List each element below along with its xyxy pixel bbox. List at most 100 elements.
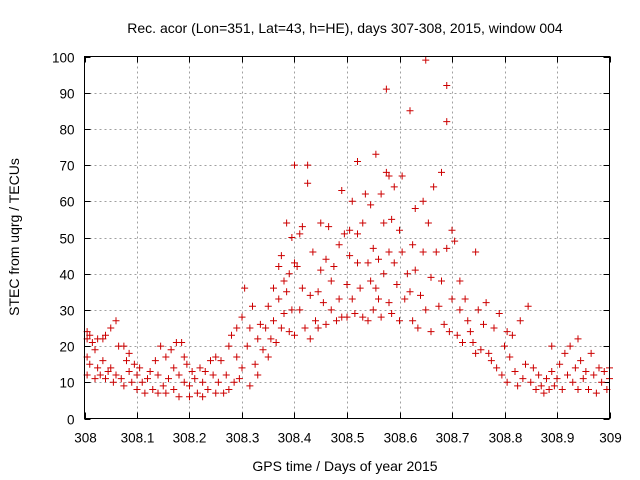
- data-point: [230, 378, 238, 386]
- data-point: [501, 342, 508, 350]
- data-point: [487, 357, 495, 365]
- data-point: [346, 252, 354, 260]
- data-point: [524, 302, 532, 310]
- data-point: [104, 367, 112, 375]
- data-point: [130, 360, 138, 368]
- data-point: [351, 310, 359, 318]
- chart-title: Rec. acor (Lon=351, Lat=43, h=HE), days …: [127, 20, 563, 36]
- data-point: [364, 259, 372, 267]
- data-point: [233, 353, 241, 361]
- data-point: [566, 342, 574, 350]
- data-point: [94, 364, 102, 372]
- data-point: [149, 386, 157, 394]
- data-point: [548, 367, 556, 375]
- data-point: [102, 331, 109, 339]
- data-point: [453, 331, 461, 339]
- data-point: [545, 386, 553, 394]
- data-point: [317, 266, 325, 274]
- data-point: [154, 371, 162, 379]
- data-point: [128, 378, 136, 386]
- x-tick-label: 308.7: [436, 431, 470, 446]
- data-point: [262, 324, 270, 332]
- data-point: [348, 295, 356, 303]
- data-point: [270, 284, 277, 292]
- data-point: [388, 215, 396, 223]
- data-point: [590, 371, 598, 379]
- data-point: [506, 353, 514, 361]
- data-point: [319, 299, 327, 307]
- data-point: [390, 183, 398, 191]
- data-point: [335, 295, 343, 303]
- data-point: [191, 375, 199, 383]
- data-point: [170, 364, 178, 372]
- data-point: [540, 389, 548, 397]
- grid: [84, 56, 610, 419]
- data-point: [309, 248, 317, 256]
- data-point: [293, 262, 301, 270]
- data-point: [267, 335, 275, 343]
- data-point: [600, 367, 608, 375]
- data-point: [556, 360, 564, 368]
- data-point: [175, 393, 183, 401]
- data-point: [91, 375, 99, 383]
- data-point: [327, 277, 335, 285]
- data-point: [312, 317, 319, 325]
- x-tick-label: 308.6: [384, 431, 418, 446]
- data-point: [361, 190, 369, 198]
- x-tick-label: 308: [74, 431, 97, 446]
- data-point: [448, 226, 456, 234]
- data-point: [154, 389, 162, 397]
- data-point: [364, 317, 372, 325]
- data-point: [548, 342, 556, 350]
- data-point: [272, 338, 280, 346]
- data-point: [162, 389, 170, 397]
- data-point: [102, 375, 109, 383]
- data-point: [417, 291, 424, 299]
- data-point: [196, 364, 204, 372]
- data-point: [322, 320, 330, 328]
- data-point: [493, 364, 501, 372]
- data-point: [222, 371, 230, 379]
- data-point: [553, 375, 561, 383]
- data-point: [346, 226, 354, 234]
- data-point: [214, 378, 222, 386]
- data-point: [537, 382, 545, 390]
- data-point: [527, 378, 535, 386]
- data-point: [443, 244, 451, 252]
- data-point: [243, 342, 251, 350]
- data-point: [277, 324, 285, 332]
- data-point: [275, 295, 283, 303]
- data-point: [598, 378, 606, 386]
- data-point: [571, 364, 579, 372]
- data-point: [564, 371, 571, 379]
- x-tick-label: 308.3: [226, 431, 260, 446]
- x-tick-label: 308.5: [331, 431, 365, 446]
- data-point: [306, 291, 314, 299]
- data-point: [141, 389, 149, 397]
- data-point: [511, 367, 519, 375]
- data-point: [212, 389, 220, 397]
- data-point: [209, 371, 217, 379]
- data-point: [356, 284, 364, 292]
- data-point: [112, 371, 120, 379]
- plot-frame: [84, 56, 610, 419]
- data-point: [317, 219, 325, 227]
- data-point: [372, 150, 380, 158]
- data-point: [107, 324, 115, 332]
- data-point: [175, 371, 183, 379]
- data-point: [333, 317, 340, 325]
- data-point: [338, 186, 346, 194]
- data-point: [380, 219, 388, 227]
- data-point: [277, 252, 285, 260]
- data-point: [298, 284, 306, 292]
- data-point: [592, 389, 600, 397]
- data-point: [369, 244, 377, 252]
- data-point: [574, 335, 582, 343]
- data-point: [561, 349, 569, 357]
- data-point: [503, 328, 511, 336]
- y-tick-label: 30: [59, 304, 74, 319]
- data-point: [432, 248, 440, 256]
- data-point: [445, 328, 453, 336]
- data-point: [325, 223, 333, 231]
- data-point: [438, 277, 445, 285]
